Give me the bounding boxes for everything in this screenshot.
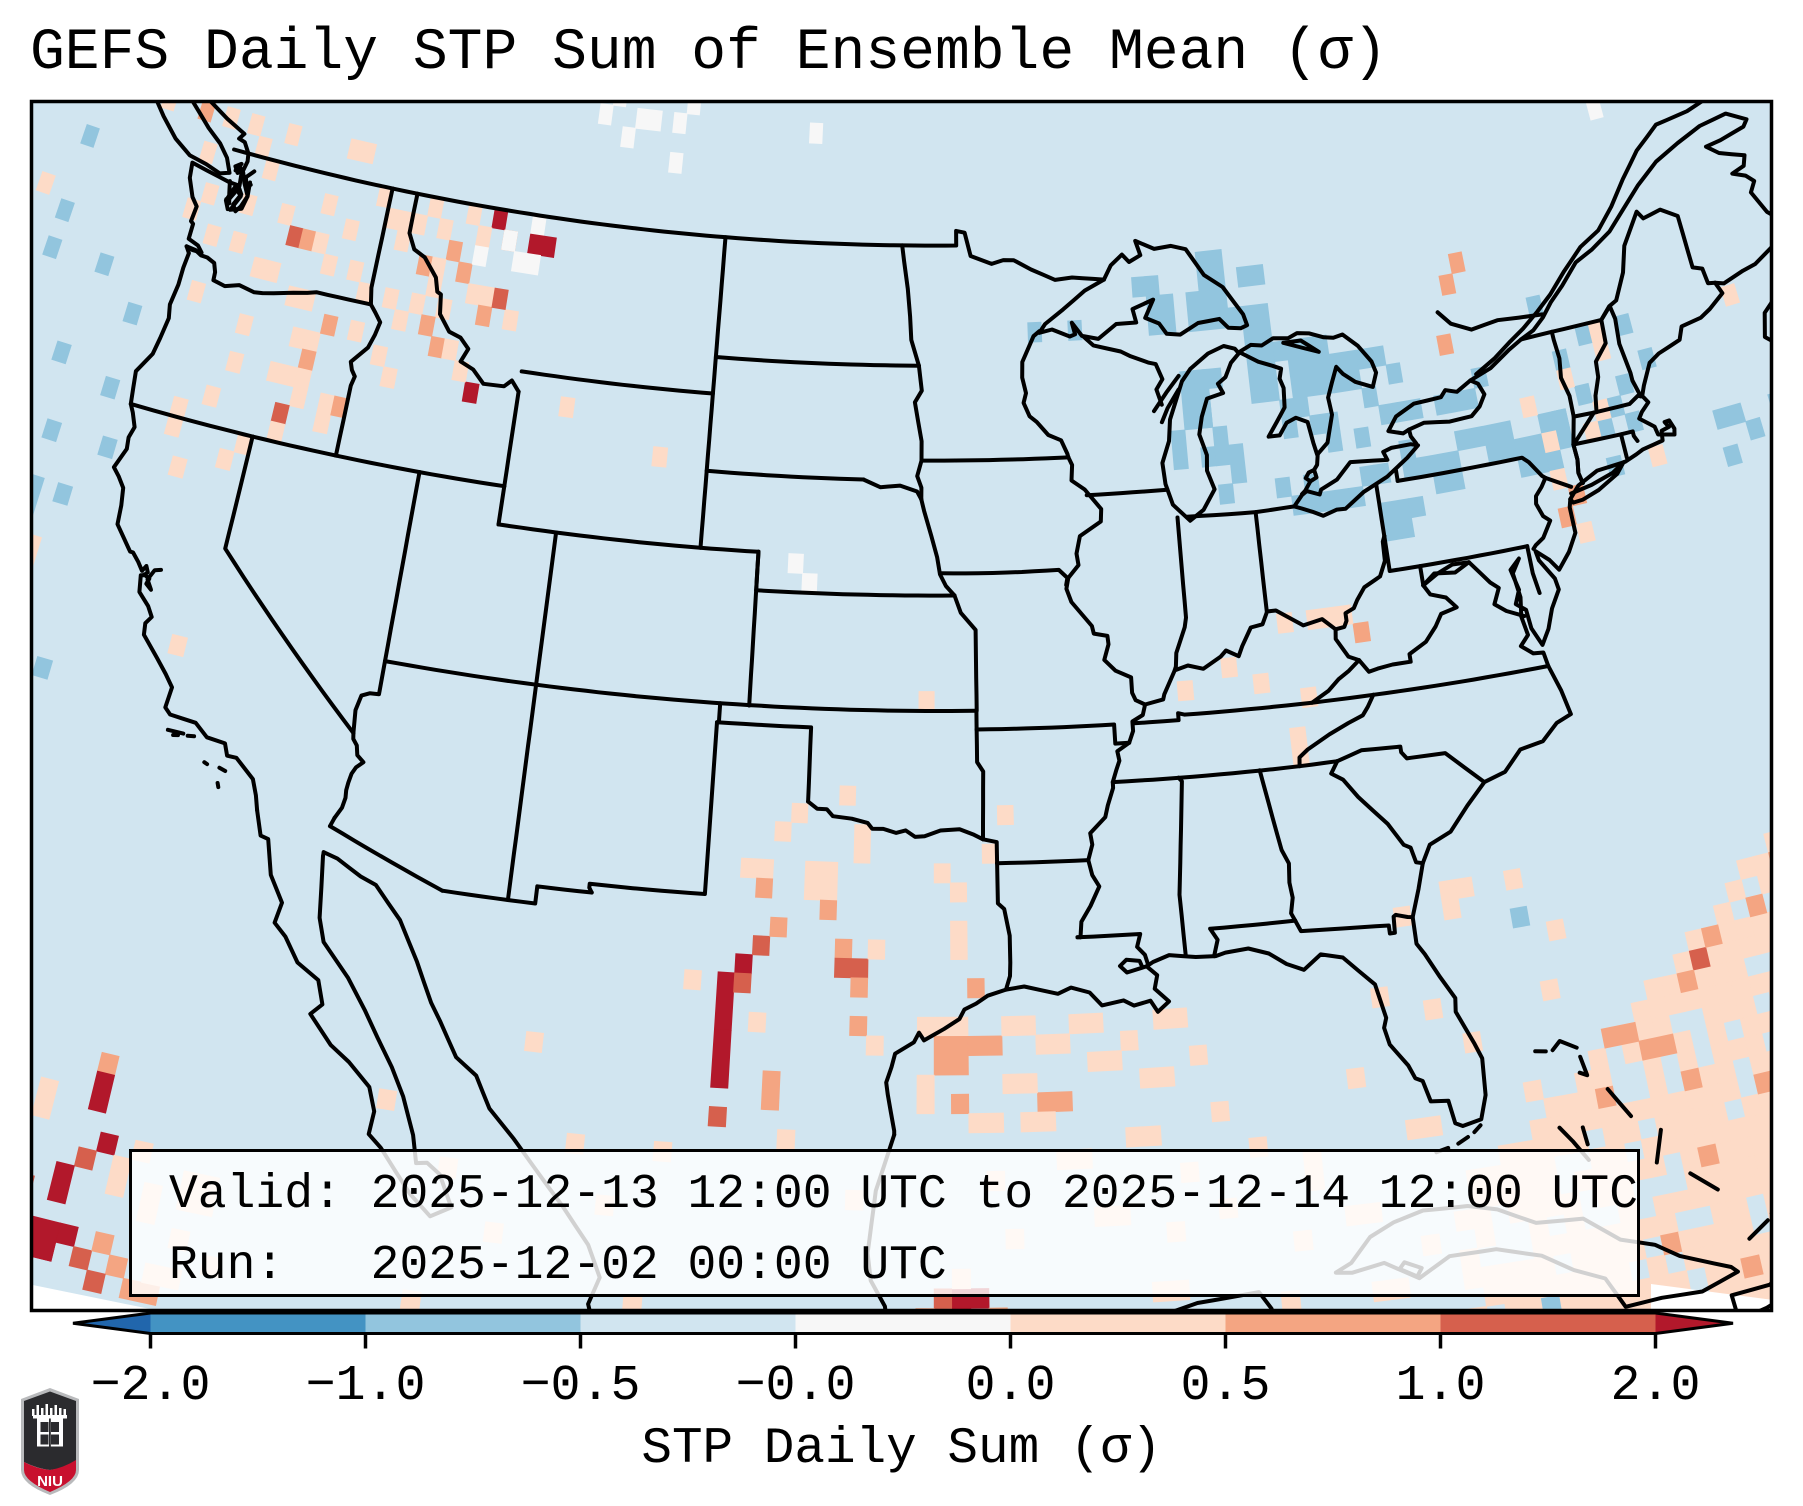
svg-text:NIU: NIU: [37, 1473, 63, 1490]
